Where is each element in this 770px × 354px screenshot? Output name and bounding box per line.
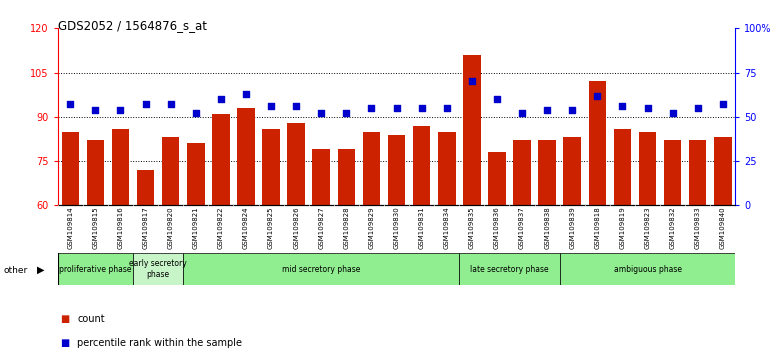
Bar — [62, 132, 79, 205]
Point — [717, 102, 729, 107]
Point — [365, 105, 377, 111]
Bar — [86, 141, 104, 205]
Text: ▶: ▶ — [37, 265, 45, 275]
Point — [390, 105, 403, 111]
Point — [340, 110, 353, 116]
Point — [114, 107, 126, 113]
Bar — [363, 132, 380, 205]
Bar — [137, 170, 154, 205]
Point — [641, 105, 654, 111]
Point — [591, 93, 604, 98]
Bar — [564, 137, 581, 205]
Point — [215, 96, 227, 102]
Text: percentile rank within the sample: percentile rank within the sample — [77, 338, 242, 348]
Bar — [313, 149, 330, 205]
Text: mid secretory phase: mid secretory phase — [282, 264, 360, 274]
Point — [541, 107, 554, 113]
Point — [239, 91, 252, 97]
Bar — [112, 129, 129, 205]
Point — [416, 105, 428, 111]
Bar — [459, 253, 560, 285]
Point — [440, 105, 453, 111]
Bar — [237, 108, 255, 205]
Bar — [560, 253, 735, 285]
Point — [466, 79, 478, 84]
Point — [566, 107, 578, 113]
Point — [667, 110, 679, 116]
Text: ■: ■ — [60, 338, 69, 348]
Point — [691, 105, 704, 111]
Bar — [488, 152, 506, 205]
Point — [490, 96, 503, 102]
Point — [315, 110, 327, 116]
Bar — [263, 129, 280, 205]
Bar — [514, 141, 531, 205]
Bar — [212, 114, 229, 205]
Bar — [337, 149, 355, 205]
Text: ■: ■ — [60, 314, 69, 324]
Bar — [133, 253, 183, 285]
Text: late secretory phase: late secretory phase — [470, 264, 549, 274]
Bar — [183, 253, 459, 285]
Point — [516, 110, 528, 116]
Point — [189, 110, 202, 116]
Bar — [287, 123, 305, 205]
Text: count: count — [77, 314, 105, 324]
Text: ambiguous phase: ambiguous phase — [614, 264, 681, 274]
Bar — [388, 135, 405, 205]
Point — [165, 102, 177, 107]
Point — [290, 103, 303, 109]
Bar — [463, 55, 480, 205]
Bar — [162, 137, 179, 205]
Point — [64, 102, 76, 107]
Text: other: other — [4, 266, 28, 275]
Text: early secretory
phase: early secretory phase — [129, 259, 187, 279]
Point — [89, 107, 102, 113]
Bar — [639, 132, 656, 205]
Bar — [413, 126, 430, 205]
Bar — [714, 137, 732, 205]
Bar — [689, 141, 707, 205]
Point — [265, 103, 277, 109]
Bar — [187, 143, 205, 205]
Bar — [614, 129, 631, 205]
Text: GDS2052 / 1564876_s_at: GDS2052 / 1564876_s_at — [58, 19, 207, 33]
Point — [616, 103, 628, 109]
Bar — [588, 81, 606, 205]
Text: proliferative phase: proliferative phase — [59, 264, 132, 274]
Point — [139, 102, 152, 107]
Bar — [58, 253, 133, 285]
Bar — [664, 141, 681, 205]
Bar — [538, 141, 556, 205]
Bar — [438, 132, 456, 205]
